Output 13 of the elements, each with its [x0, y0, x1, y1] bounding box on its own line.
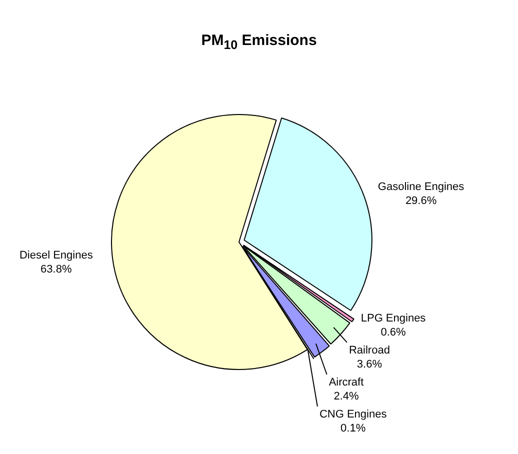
data-label: 0.6%	[380, 326, 406, 339]
data-label: 0.1%	[340, 422, 366, 435]
data-label: 63.8%	[40, 264, 72, 276]
slice-label: CNG Engines	[319, 408, 388, 421]
data-label: 29.6%	[405, 194, 437, 207]
data-label: 2.4%	[334, 390, 359, 403]
slice-label: Railroad	[348, 344, 390, 357]
data-label: 3.6%	[356, 358, 382, 371]
chart-title: PM$_{10}$ Emissions	[200, 32, 318, 52]
slice-label: LPG Engines	[360, 312, 426, 325]
slice-label: Diesel Engines	[19, 250, 94, 262]
slice-label: Gasoline Engines	[378, 180, 465, 193]
slice-label: Aircraft	[328, 376, 364, 389]
